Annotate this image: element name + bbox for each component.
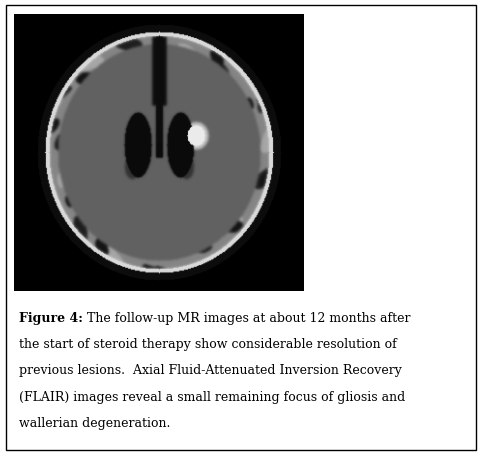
Text: Figure 4:: Figure 4:	[19, 312, 83, 325]
Text: wallerian degeneration.: wallerian degeneration.	[19, 417, 171, 430]
FancyBboxPatch shape	[6, 5, 476, 450]
Text: The follow-up MR images at about 12 months after: The follow-up MR images at about 12 mont…	[83, 312, 411, 325]
Text: previous lesions.  Axial Fluid-Attenuated Inversion Recovery: previous lesions. Axial Fluid-Attenuated…	[19, 364, 402, 378]
Text: (FLAIR) images reveal a small remaining focus of gliosis and: (FLAIR) images reveal a small remaining …	[19, 391, 405, 404]
Text: the start of steroid therapy show considerable resolution of: the start of steroid therapy show consid…	[19, 338, 397, 351]
